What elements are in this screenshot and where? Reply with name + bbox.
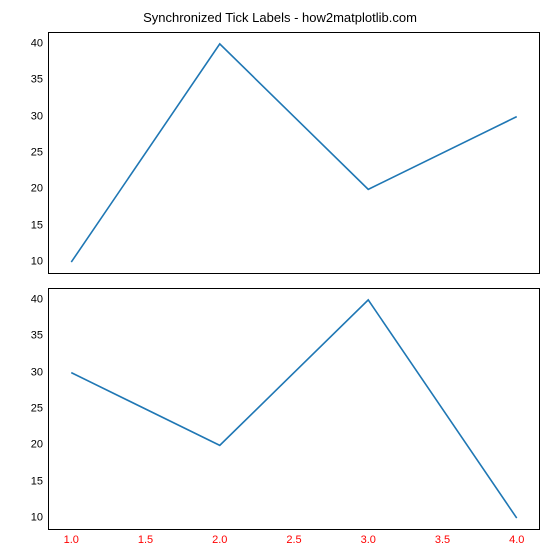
chart-title: Synchronized Tick Labels - how2matplotli…: [0, 10, 560, 25]
ytick-label: 40: [31, 38, 49, 49]
ytick-label: 30: [31, 111, 49, 122]
subplot-top: 10152025303540: [48, 32, 540, 274]
ytick-label: 20: [31, 184, 49, 195]
xtick-label: 4.0: [509, 529, 524, 546]
ytick-label: 15: [31, 220, 49, 231]
ytick-label: 40: [31, 294, 49, 305]
ytick-label: 25: [31, 404, 49, 415]
xtick-label: 2.0: [212, 529, 227, 546]
ytick-label: 10: [31, 257, 49, 268]
xtick-label: 2.5: [286, 529, 301, 546]
xtick-label: 3.0: [361, 529, 376, 546]
ytick-label: 20: [31, 440, 49, 451]
ytick-label: 35: [31, 75, 49, 86]
subplot-bottom: 101520253035401.01.52.02.53.03.54.0: [48, 288, 540, 530]
ytick-label: 35: [31, 331, 49, 342]
xtick-label: 1.0: [64, 529, 79, 546]
ytick-label: 10: [31, 513, 49, 524]
ytick-label: 15: [31, 476, 49, 487]
line-plot-bottom: [49, 289, 539, 529]
xtick-label: 3.5: [435, 529, 450, 546]
line-plot-top: [49, 33, 539, 273]
ytick-label: 30: [31, 367, 49, 378]
ytick-label: 25: [31, 148, 49, 159]
figure: Synchronized Tick Labels - how2matplotli…: [0, 0, 560, 560]
xtick-label: 1.5: [138, 529, 153, 546]
